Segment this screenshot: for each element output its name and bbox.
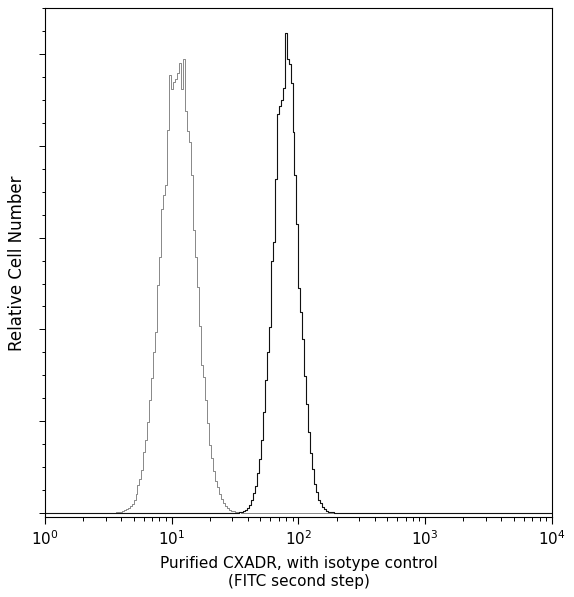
X-axis label: Purified CXADR, with isotype control
(FITC second step): Purified CXADR, with isotype control (FI… bbox=[160, 556, 437, 589]
Y-axis label: Relative Cell Number: Relative Cell Number bbox=[9, 175, 26, 350]
